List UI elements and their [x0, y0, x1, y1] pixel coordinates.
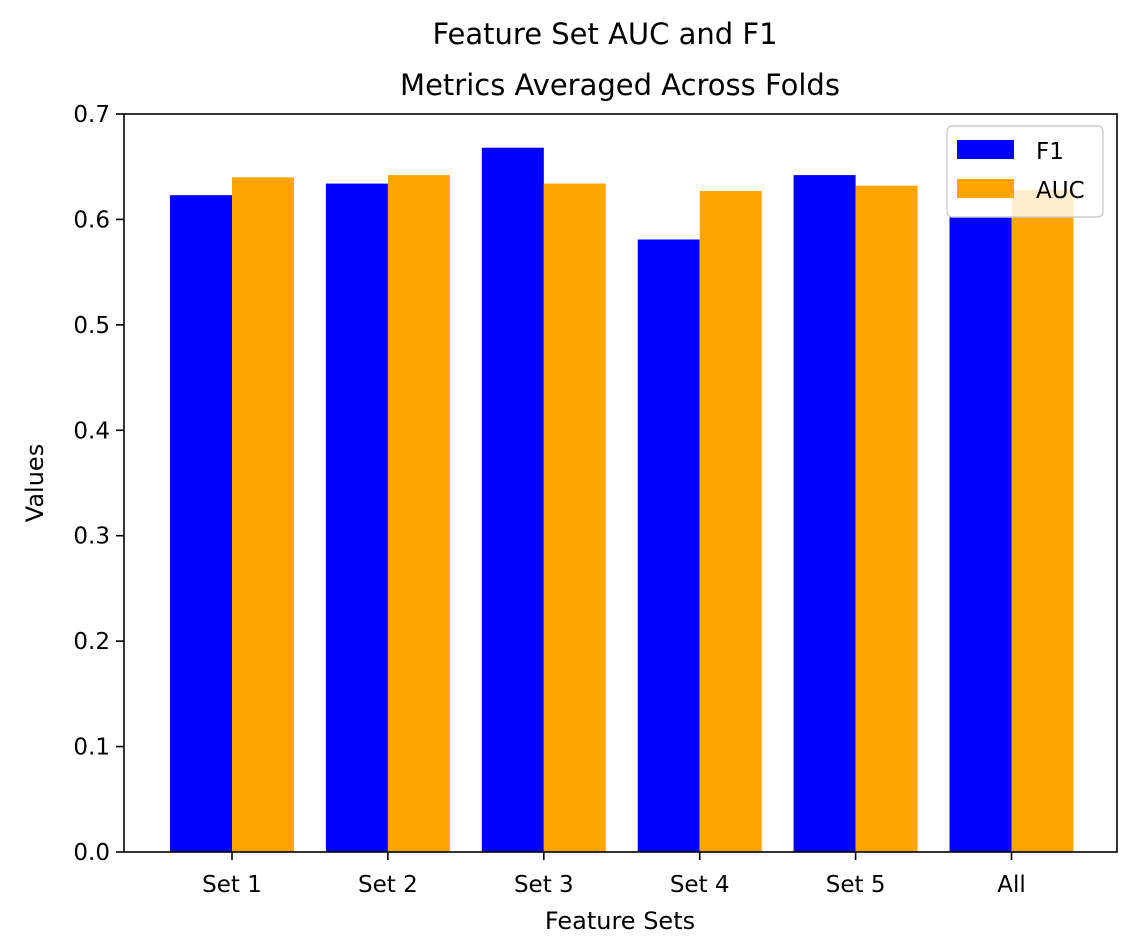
- bar-f1-set-2: [325, 183, 388, 853]
- x-tick-label: Set 4: [670, 872, 730, 898]
- chart-subtitle: Metrics Averaged Across Folds: [400, 68, 840, 102]
- y-tick-label: 0.2: [73, 629, 110, 655]
- y-tick-label: 0.4: [73, 418, 110, 444]
- legend-swatch-auc: [957, 179, 1014, 198]
- bar-f1-set-5: [793, 175, 856, 853]
- bar-auc-set-4: [699, 191, 762, 852]
- legend-label-auc: AUC: [1036, 178, 1085, 204]
- bar-auc-set-2: [387, 175, 450, 853]
- bar-auc-set-1: [232, 177, 294, 853]
- legend: F1 AUC: [946, 125, 1104, 218]
- bar-auc-all: [1011, 189, 1074, 852]
- x-tick-label: Set 1: [202, 872, 262, 898]
- y-tick-label: 0.3: [73, 524, 110, 550]
- chart-title: Feature Set AUC and F1: [432, 17, 777, 51]
- bar-auc-set-5: [855, 185, 918, 852]
- y-tick-label: 0.0: [73, 840, 110, 866]
- bar-f1-set-3: [481, 147, 544, 852]
- y-tick-label: 0.1: [73, 735, 110, 761]
- x-tick-label: Set 2: [358, 872, 418, 898]
- plot-frame: [123, 113, 1118, 853]
- bar-auc-set-3: [543, 183, 606, 853]
- y-tick-label: 0.5: [73, 313, 110, 339]
- bar-f1-all: [949, 217, 1012, 853]
- y-tick-label: 0.7: [73, 102, 110, 128]
- y-tick-label: 0.6: [73, 207, 110, 233]
- x-axis: Set 1 Set 2 Set 3 Set 4 Set 5 All: [202, 852, 1026, 898]
- legend-swatch-f1: [957, 140, 1014, 159]
- y-axis-label: Values: [21, 444, 49, 522]
- x-tick-label: All: [997, 872, 1026, 898]
- bar-f1-set-1: [170, 195, 232, 852]
- y-axis: 0.0 0.1 0.2 0.3 0.4 0.5 0.6 0.7: [73, 102, 124, 866]
- x-axis-label: Feature Sets: [545, 907, 695, 935]
- bars-group: [170, 147, 1074, 853]
- bar-f1-set-4: [637, 239, 700, 852]
- x-tick-label: Set 3: [514, 872, 574, 898]
- legend-label-f1: F1: [1036, 139, 1064, 165]
- x-tick-label: Set 5: [826, 872, 886, 898]
